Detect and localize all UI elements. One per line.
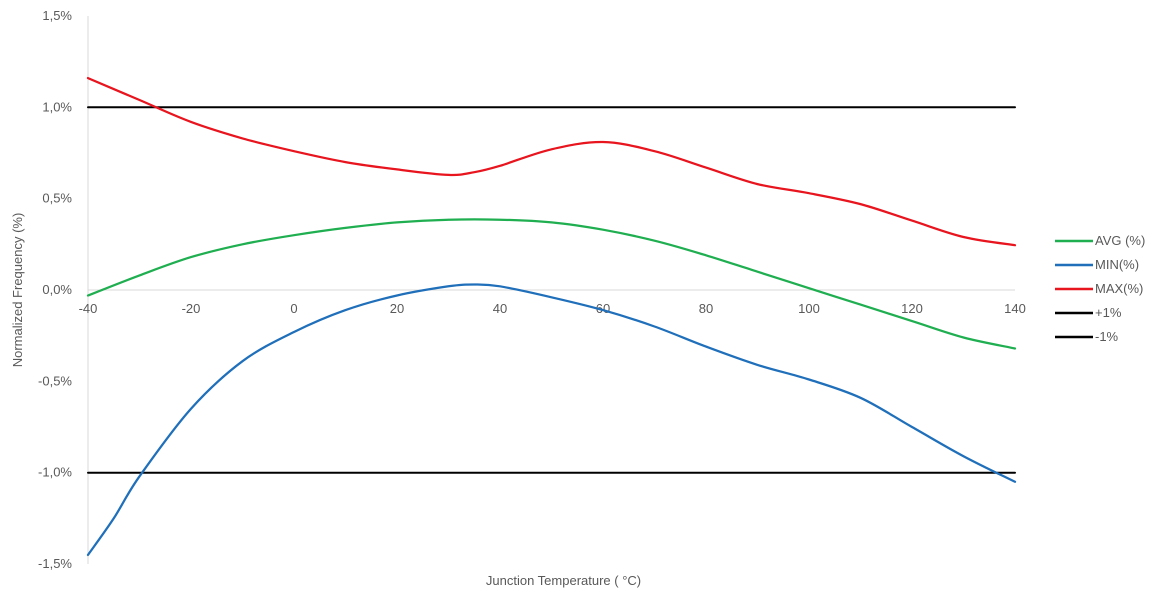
y-tick-label: -1,5% bbox=[38, 556, 72, 571]
legend-label: MAX(%) bbox=[1095, 281, 1143, 296]
x-tick-label: 140 bbox=[1004, 301, 1026, 316]
y-tick-label: -1,0% bbox=[38, 465, 72, 480]
series-lines bbox=[88, 78, 1015, 555]
legend-label: AVG (%) bbox=[1095, 233, 1145, 248]
x-tick-label: -20 bbox=[182, 301, 201, 316]
y-axis: -1,5% -1,0% -0,5% 0,0% 0,5% 1,0% 1,5% bbox=[38, 8, 88, 571]
y-tick-label: 0,0% bbox=[42, 282, 72, 297]
x-tick-label: -40 bbox=[79, 301, 98, 316]
y-tick-label: 1,0% bbox=[42, 99, 72, 114]
x-tick-label: 0 bbox=[290, 301, 297, 316]
legend: AVG (%) MIN(%) MAX(%) +1% -1% bbox=[1055, 233, 1145, 344]
x-axis-title: Junction Temperature ( °C) bbox=[486, 573, 641, 588]
x-tick-label: 120 bbox=[901, 301, 923, 316]
y-tick-label: 1,5% bbox=[42, 8, 72, 23]
legend-label: MIN(%) bbox=[1095, 257, 1139, 272]
y-tick-label: -0,5% bbox=[38, 373, 72, 388]
x-tick-label: 40 bbox=[493, 301, 507, 316]
x-tick-label: 80 bbox=[699, 301, 713, 316]
x-tick-label: 100 bbox=[798, 301, 820, 316]
series-line-max bbox=[88, 78, 1015, 245]
y-tick-label: 0,5% bbox=[42, 191, 72, 206]
legend-label: -1% bbox=[1095, 329, 1119, 344]
y-axis-title: Normalized Frequency (%) bbox=[10, 213, 25, 368]
legend-label: +1% bbox=[1095, 305, 1122, 320]
series-line-avg bbox=[88, 219, 1015, 348]
series-line-min bbox=[88, 284, 1015, 554]
x-tick-label: 20 bbox=[390, 301, 404, 316]
